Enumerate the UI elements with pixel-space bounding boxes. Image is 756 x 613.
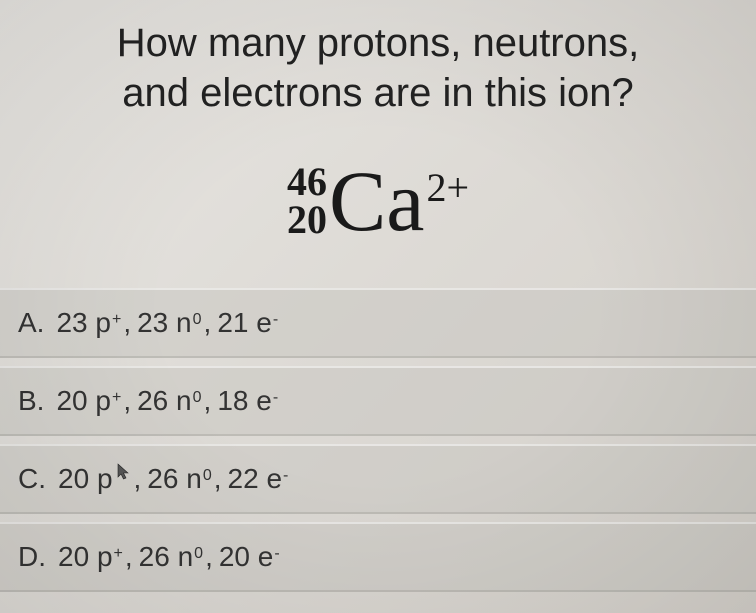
option-b[interactable]: B. 20 p+ , 26 n0 , 18 e- (0, 366, 756, 436)
option-letter: B. (18, 385, 44, 417)
isotope-formula: 46 20 Ca 2+ (0, 158, 756, 244)
option-letter: C. (18, 463, 46, 495)
electron-term: 21 e- (217, 307, 278, 339)
electron-term: 20 e- (219, 541, 280, 573)
atomic-number: 20 (287, 201, 327, 239)
question-line-1: How many protons, neutrons, (117, 21, 639, 65)
element-symbol: Ca (329, 158, 425, 244)
proton-term: 20 p+ (56, 385, 121, 417)
answer-options: A. 23 p+ , 23 n0 , 21 e- B. 20 p+ , 26 n… (0, 288, 756, 592)
proton-term: 20 p+ (58, 541, 123, 573)
neutron-term: 26 n0 (137, 385, 201, 417)
neutron-term: 26 n0 (139, 541, 203, 573)
option-content: 23 p+ , 23 n0 , 21 e- (56, 307, 278, 339)
neutron-term: 26 n0 (147, 463, 211, 495)
prescripts: 46 20 (287, 163, 327, 239)
cursor-icon (114, 460, 132, 485)
question-line-2: and electrons are in this ion? (122, 71, 633, 115)
option-content: 20 p+ , 26 n0 , 20 e- (58, 541, 280, 573)
option-d[interactable]: D. 20 p+ , 26 n0 , 20 e- (0, 522, 756, 592)
neutron-term: 23 n0 (137, 307, 201, 339)
ion-charge: 2+ (426, 164, 469, 211)
proton-term: 23 p+ (56, 307, 121, 339)
mass-number: 46 (287, 163, 327, 201)
option-a[interactable]: A. 23 p+ , 23 n0 , 21 e- (0, 288, 756, 358)
option-content: 20 p , 26 n0 , 22 e- (58, 463, 288, 495)
option-c[interactable]: C. 20 p , 26 n0 , 22 e- (0, 444, 756, 514)
question-text: How many protons, neutrons, and electron… (0, 18, 756, 118)
option-content: 20 p+ , 26 n0 , 18 e- (56, 385, 278, 417)
proton-term: 20 p (58, 463, 132, 495)
electron-term: 18 e- (217, 385, 278, 417)
option-letter: D. (18, 541, 46, 573)
electron-term: 22 e- (228, 463, 289, 495)
option-letter: A. (18, 307, 44, 339)
